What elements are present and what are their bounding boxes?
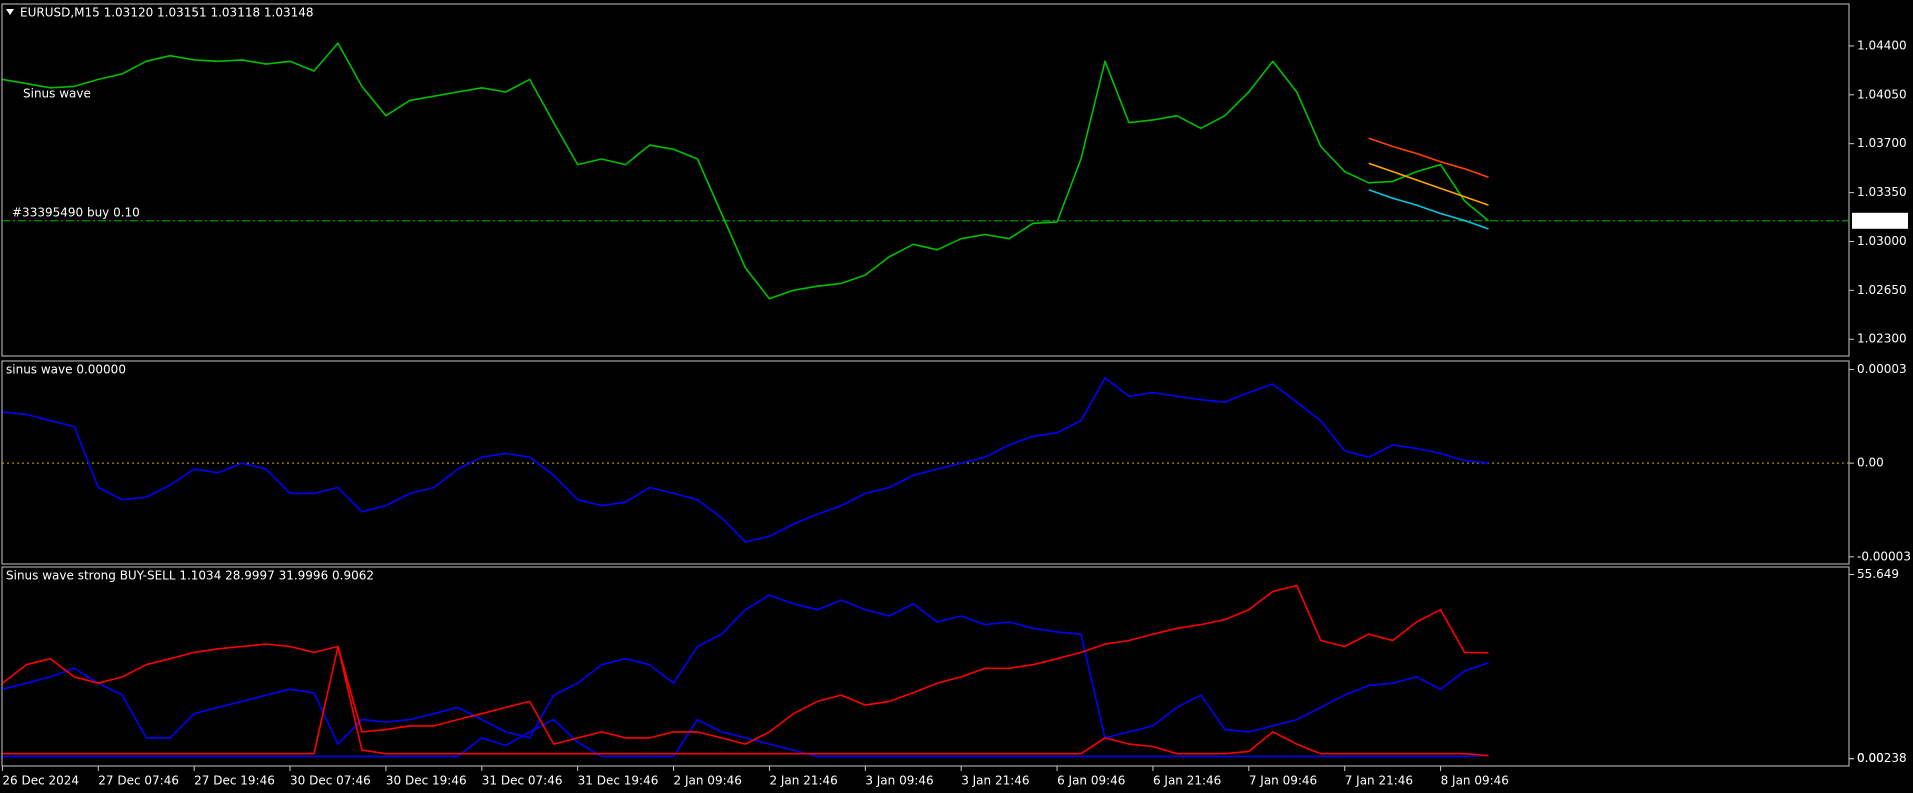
series-line (2, 645, 1489, 757)
x-tick-label: 27 Dec 07:46 (98, 774, 179, 788)
y-tick-label: 0.00 (1857, 456, 1884, 470)
panel-title: Sinus wave strong BUY-SELL 1.1034 28.999… (6, 569, 374, 583)
series-line (2, 718, 1489, 758)
x-tick-label: 27 Dec 19:46 (194, 774, 275, 788)
y-tick-label: 0.00238 (1857, 751, 1907, 765)
y-tick-label: 1.04400 (1857, 38, 1907, 52)
panel-frame (1, 3, 1850, 357)
x-tick-label: 31 Dec 19:46 (578, 774, 659, 788)
series-line (1, 584, 1489, 745)
y-tick-label: 0.00003 (1857, 362, 1907, 376)
panel-frame (1, 566, 1850, 767)
series-line (2, 42, 1490, 300)
series-line (2, 377, 1489, 543)
series-line (1368, 189, 1489, 230)
y-tick-label: 0.00 (1857, 751, 1884, 765)
x-tick-label: 26 Dec 2024 (2, 774, 79, 788)
x-tick-label: 3 Jan 09:46 (865, 774, 933, 788)
annotation: Sinus wave (23, 87, 91, 101)
x-tick-label: 2 Jan 21:46 (769, 774, 837, 788)
x-tick-label: 6 Jan 09:46 (1057, 774, 1125, 788)
series-line (2, 594, 1489, 745)
y-tick-label: 1.04050 (1857, 87, 1907, 101)
order-label: #33395490 buy 0.10 (12, 205, 140, 219)
bid-box (1852, 212, 1908, 229)
panel-title: sinus wave 0.00000 (6, 363, 126, 377)
y-tick-label: 1.02300 (1857, 332, 1907, 346)
x-tick-label: 30 Dec 07:46 (290, 774, 371, 788)
y-tick-label: 55.649 (1857, 567, 1899, 581)
series-line (1368, 137, 1489, 178)
y-tick-label: 1.03350 (1857, 185, 1907, 199)
x-tick-label: 3 Jan 21:46 (961, 774, 1029, 788)
menu-arrow[interactable] (6, 9, 14, 15)
y-tick-label: 1.03700 (1857, 136, 1907, 150)
y-tick-label: 1.03000 (1857, 234, 1907, 248)
panel-title: EURUSD,M15 1.03120 1.03151 1.03118 1.031… (20, 6, 314, 20)
x-tick-label: 7 Jan 09:46 (1249, 774, 1317, 788)
x-tick-label: 7 Jan 21:46 (1345, 774, 1413, 788)
panel-frame (1, 360, 1850, 565)
y-tick-label: -0.00003 (1857, 549, 1911, 563)
y-tick-label: 1.02650 (1857, 283, 1907, 297)
x-tick-label: 31 Dec 07:46 (482, 774, 563, 788)
series-line (1368, 162, 1489, 206)
x-tick-label: 6 Jan 21:46 (1153, 774, 1221, 788)
bid-label: 1.03148 (1856, 213, 1906, 227)
x-tick-label: 2 Jan 09:46 (674, 774, 742, 788)
x-tick-label: 30 Dec 19:46 (386, 774, 467, 788)
x-tick-label: 8 Jan 09:46 (1441, 774, 1509, 788)
